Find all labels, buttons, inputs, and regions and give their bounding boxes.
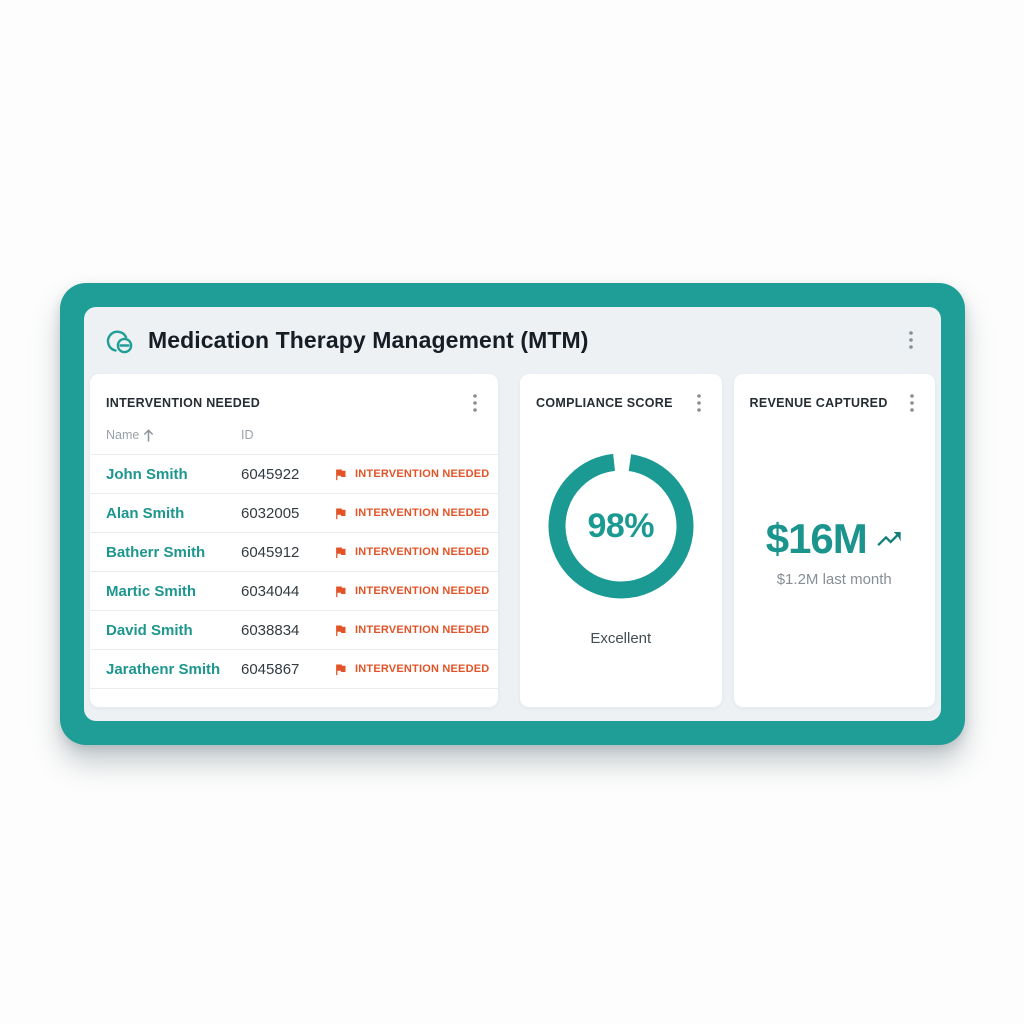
column-header-status [333,428,482,442]
flag-icon [336,508,346,519]
revenue-body: $16M $1.2M last month [734,396,936,707]
trending-up-icon [875,525,903,553]
revenue-panel-menu-button[interactable] [899,390,925,416]
table-row: David Smith 6038834 INTERVENTION NEEDED [90,611,498,650]
table-row: John Smith 6045922 INTERVENTION NEEDED [90,455,498,494]
patient-id-cell: 6032005 [241,504,300,522]
intervention-status-badge: INTERVENTION NEEDED [333,506,489,521]
compliance-panel-menu-button[interactable] [686,390,712,416]
dashboard-header: Medication Therapy Management (MTM) [89,307,936,373]
intervention-status-label: INTERVENTION NEEDED [355,663,490,675]
mtm-logo-icon [100,324,136,356]
compliance-score-value: 98% [587,506,655,545]
column-header-id[interactable]: ID [241,428,254,442]
patient-id-cell: 6034044 [241,582,300,600]
compliance-score-panel: COMPLIANCE SCORE 98% Excellent [519,373,723,708]
table-row: Batherr Smith 6045912 INTERVENTION NEEDE… [90,533,498,572]
dashboard-inner: Medication Therapy Management (MTM) INTE… [84,307,941,721]
patient-id-cell: 6045912 [241,543,300,561]
intervention-needed-panel: INTERVENTION NEEDED Name ID [89,373,499,708]
intervention-status-label: INTERVENTION NEEDED [355,624,490,636]
header-menu-button[interactable] [898,327,924,353]
intervention-status-badge: INTERVENTION NEEDED [333,545,489,560]
revenue-subtext: $1.2M last month [776,571,892,588]
patient-name-link[interactable]: Alan Smith [106,504,185,522]
intervention-status-badge: INTERVENTION NEEDED [333,467,489,482]
intervention-panel-menu-button[interactable] [462,390,488,416]
flag-icon [336,547,346,558]
page-title: Medication Therapy Management (MTM) [148,326,589,353]
patient-name-link[interactable]: Batherr Smith [106,543,206,561]
patient-name-link[interactable]: David Smith [106,621,193,639]
table-row: Martic Smith 6034044 INTERVENTION NEEDED [90,572,498,611]
compliance-score-caption: Excellent [590,630,652,647]
flag-icon [336,469,346,480]
patient-table-body: John Smith 6045922 INTERVENTION NEEDED A… [90,455,498,707]
intervention-panel-title: INTERVENTION NEEDED [106,396,261,410]
compliance-panel-header: COMPLIANCE SCORE [520,374,722,422]
patient-name-link[interactable]: Martic Smith [106,582,197,600]
patient-id-cell: 6045867 [241,660,300,678]
revenue-panel-title: REVENUE CAPTURED [749,396,888,410]
intervention-status-badge: INTERVENTION NEEDED [333,662,489,677]
compliance-donut-chart: 98% [539,444,703,608]
intervention-status-label: INTERVENTION NEEDED [355,546,490,558]
patient-name-link[interactable]: John Smith [106,465,188,483]
intervention-status-label: INTERVENTION NEEDED [355,585,490,597]
intervention-panel-header: INTERVENTION NEEDED [90,374,498,422]
intervention-status-label: INTERVENTION NEEDED [355,507,490,519]
flag-icon [336,625,346,636]
revenue-captured-panel: REVENUE CAPTURED $16M [732,373,936,708]
intervention-status-badge: INTERVENTION NEEDED [333,623,489,638]
sort-ascending-icon [144,429,154,442]
compliance-donut-arc [548,453,694,599]
table-row: Jarathenr Smith 6045867 INTERVENTION NEE… [90,650,498,689]
flag-icon [336,586,346,597]
revenue-value: $16M [765,515,868,562]
flag-icon [336,664,346,675]
intervention-status-label: INTERVENTION NEEDED [355,468,490,480]
patient-id-cell: 6038834 [241,621,300,639]
table-column-headers: Name ID [90,422,498,455]
revenue-panel-header: REVENUE CAPTURED [734,374,936,422]
patient-id-cell: 6045922 [241,465,300,483]
column-header-name-label: Name [106,428,140,442]
compliance-panel-title: COMPLIANCE SCORE [536,396,673,410]
patient-name-link[interactable]: Jarathenr Smith [106,660,221,678]
intervention-status-badge: INTERVENTION NEEDED [333,584,489,599]
mtm-dashboard-card: Medication Therapy Management (MTM) INTE… [60,283,965,745]
column-header-name[interactable]: Name [106,428,241,442]
table-row: Alan Smith 6032005 INTERVENTION NEEDED [90,494,498,533]
panels-row: INTERVENTION NEEDED Name ID [89,373,936,708]
